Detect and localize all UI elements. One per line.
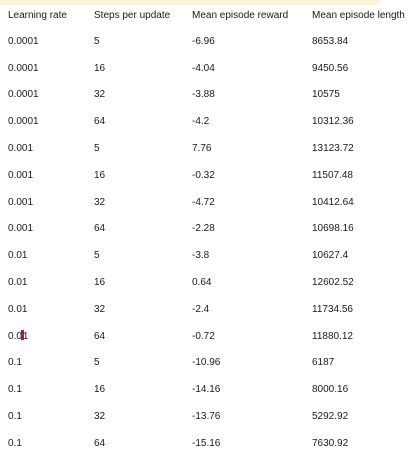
cell-mean-episode-length[interactable]: 10698.16 xyxy=(312,223,354,235)
cell-learning-rate[interactable]: 0.01 xyxy=(8,277,28,289)
cell-mean-episode-length[interactable]: 6187 xyxy=(312,357,335,369)
cell-mean-episode-reward[interactable]: -13.76 xyxy=(192,411,221,423)
cell-mean-episode-reward[interactable]: -10.96 xyxy=(192,357,221,369)
table-row: 0.01 32 -2.4 11734.56 xyxy=(0,296,418,323)
table-row: 0.1 5 -10.96 6187 xyxy=(0,350,418,377)
cell-mean-episode-reward[interactable]: -4.04 xyxy=(192,62,215,74)
table-row: 0.1 32 -13.76 5292.92 xyxy=(0,403,418,430)
cell-mean-episode-reward[interactable]: -0.32 xyxy=(192,169,215,181)
cell-mean-episode-reward[interactable]: -0.72 xyxy=(192,330,215,342)
cell-mean-episode-length[interactable]: 13123.72 xyxy=(312,143,354,155)
cell-learning-rate[interactable]: 0.01 xyxy=(8,250,28,262)
cell-steps-per-update[interactable]: 5 xyxy=(94,143,100,155)
cell-mean-episode-length[interactable]: 8653.84 xyxy=(312,35,349,47)
cell-mean-episode-length[interactable]: 7630.92 xyxy=(312,437,349,449)
cell-steps-per-update[interactable]: 64 xyxy=(94,223,106,235)
cell-learning-rate[interactable]: 0.001 xyxy=(8,169,34,181)
cell-mean-episode-reward[interactable]: -3.88 xyxy=(192,89,215,101)
cell-mean-episode-reward[interactable]: -4.72 xyxy=(192,196,215,208)
table-row: 0.001 16 -0.32 11507.48 xyxy=(0,162,418,189)
cell-steps-per-update[interactable]: 16 xyxy=(94,169,106,181)
cell-mean-episode-reward[interactable]: 0.64 xyxy=(192,277,212,289)
cell-steps-per-update[interactable]: 64 xyxy=(94,437,106,449)
cell-learning-rate[interactable]: 0.0001 xyxy=(8,62,39,74)
table-row: 0.0001 64 -4.2 10312.36 xyxy=(0,108,418,135)
table-header-row: Learning rate Steps per update Mean epis… xyxy=(0,2,418,28)
cell-mean-episode-length[interactable]: 11880.12 xyxy=(312,330,353,342)
cell-learning-rate-text: 0.01 xyxy=(8,330,29,343)
cell-mean-episode-reward[interactable]: -15.16 xyxy=(192,437,221,449)
cell-steps-per-update[interactable]: 32 xyxy=(94,411,106,423)
cell-mean-episode-reward[interactable]: -2.4 xyxy=(192,303,210,315)
cell-learning-rate[interactable]: 0.1 xyxy=(8,411,22,423)
cell-steps-per-update[interactable]: 16 xyxy=(94,277,106,289)
cell-steps-per-update[interactable]: 5 xyxy=(94,35,100,47)
cell-text-after-cursor: 1 xyxy=(22,331,29,343)
cell-learning-rate[interactable]: 0.1 xyxy=(8,357,22,369)
cell-steps-per-update[interactable]: 16 xyxy=(94,384,106,396)
column-header-mean-episode-length[interactable]: Mean episode length xyxy=(312,9,405,21)
cell-learning-rate[interactable]: 0.0001 xyxy=(8,116,39,128)
cell-mean-episode-reward[interactable]: -3.8 xyxy=(192,250,210,262)
cell-mean-episode-length[interactable]: 10575 xyxy=(312,89,340,101)
header-highlight-strip xyxy=(0,0,380,5)
cell-steps-per-update[interactable]: 64 xyxy=(94,116,106,128)
table-row: 0.01 64 -0.72 11880.12 xyxy=(0,323,418,350)
cell-learning-rate[interactable]: 0.001 xyxy=(8,196,34,208)
cell-mean-episode-length[interactable]: 11507.48 xyxy=(312,169,353,181)
cell-mean-episode-reward[interactable]: -14.16 xyxy=(192,384,221,396)
cell-mean-episode-reward[interactable]: 7.76 xyxy=(192,143,212,155)
cell-steps-per-update[interactable]: 32 xyxy=(94,196,106,208)
cell-mean-episode-length[interactable]: 11734.56 xyxy=(312,303,353,315)
table-row: 0.1 64 -15.16 7630.92 xyxy=(0,430,418,457)
cell-mean-episode-length[interactable]: 10627.4 xyxy=(312,250,349,262)
cell-mean-episode-length[interactable]: 5292.92 xyxy=(312,411,349,423)
cell-learning-rate[interactable]: 0.1 xyxy=(8,384,22,396)
table-row: 0.001 5 7.76 13123.72 xyxy=(0,135,418,162)
cell-steps-per-update[interactable]: 64 xyxy=(94,330,106,342)
cell-mean-episode-length[interactable]: 8000.16 xyxy=(312,384,349,396)
table-row: 0.01 16 0.64 12602.52 xyxy=(0,269,418,296)
column-header-learning-rate[interactable]: Learning rate xyxy=(8,9,67,21)
text-cursor xyxy=(20,330,24,341)
cell-mean-episode-reward[interactable]: -4.2 xyxy=(192,116,210,128)
cell-learning-rate[interactable]: 0.001 xyxy=(8,223,34,235)
table-row: 0.001 32 -4.72 10412.64 xyxy=(0,189,418,216)
cell-learning-rate[interactable]: 0.0001 xyxy=(8,89,39,101)
column-header-steps-per-update[interactable]: Steps per update xyxy=(94,9,171,21)
cell-steps-per-update[interactable]: 16 xyxy=(94,62,106,74)
cell-steps-per-update[interactable]: 5 xyxy=(94,357,100,369)
cell-mean-episode-length[interactable]: 12602.52 xyxy=(312,277,354,289)
cell-mean-episode-length[interactable]: 9450.56 xyxy=(312,62,349,74)
cell-text-before-cursor: 0.0 xyxy=(8,331,22,343)
cell-steps-per-update[interactable]: 32 xyxy=(94,89,106,101)
cell-steps-per-update[interactable]: 32 xyxy=(94,303,106,315)
cell-mean-episode-length[interactable]: 10412.64 xyxy=(312,196,354,208)
table-row: 0.0001 5 -6.96 8653.84 xyxy=(0,28,418,55)
cell-learning-rate[interactable]: 0.0001 xyxy=(8,35,39,47)
cell-learning-rate[interactable]: 0.01 xyxy=(8,303,28,315)
cell-mean-episode-reward[interactable]: -6.96 xyxy=(192,35,215,47)
cell-learning-rate[interactable]: 0.001 xyxy=(8,143,34,155)
table-row: 0.0001 16 -4.04 9450.56 xyxy=(0,55,418,82)
cell-steps-per-update[interactable]: 5 xyxy=(94,250,100,262)
cell-learning-rate[interactable]: 0.1 xyxy=(8,437,22,449)
column-header-mean-episode-reward[interactable]: Mean episode reward xyxy=(192,9,289,21)
table-row: 0.0001 32 -3.88 10575 xyxy=(0,82,418,109)
table-row: 0.1 16 -14.16 8000.16 xyxy=(0,376,418,403)
cell-learning-rate-with-cursor[interactable]: 0.01 xyxy=(0,323,94,350)
table-row: 0.001 64 -2.28 10698.16 xyxy=(0,216,418,243)
cell-mean-episode-reward[interactable]: -2.28 xyxy=(192,223,215,235)
cell-mean-episode-length[interactable]: 10312.36 xyxy=(312,116,354,128)
table-row: 0.01 5 -3.8 10627.4 xyxy=(0,242,418,269)
